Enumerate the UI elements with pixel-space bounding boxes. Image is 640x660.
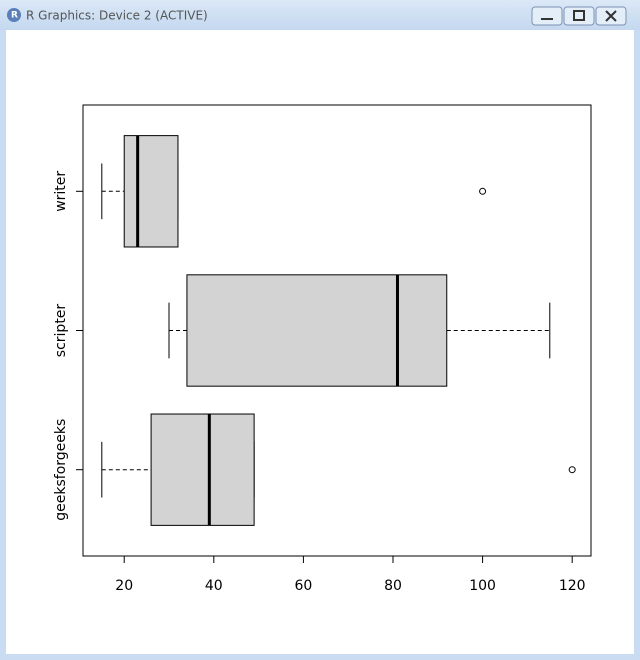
- x-tick-label: 120: [559, 578, 586, 594]
- x-tick-label: 100: [469, 578, 496, 594]
- x-tick-label: 40: [205, 578, 223, 594]
- x-tick-label: 80: [384, 578, 402, 594]
- outlier: [479, 187, 487, 195]
- close-icon: [605, 10, 617, 22]
- maximize-icon: [573, 10, 585, 21]
- y-tick-label: writer: [53, 171, 69, 212]
- minimize-button[interactable]: [531, 6, 563, 26]
- app-icon-letter: R: [11, 11, 18, 21]
- x-tick-label: 60: [294, 578, 312, 594]
- y-tick-label: scripter: [53, 304, 69, 358]
- box: [150, 413, 255, 526]
- maximize-button[interactable]: [563, 6, 595, 26]
- window-title: R Graphics: Device 2 (ACTIVE): [26, 9, 208, 23]
- box: [123, 135, 179, 248]
- x-tick-label: 20: [115, 578, 133, 594]
- box: [186, 274, 448, 387]
- app-icon: [7, 8, 21, 22]
- outlier: [568, 466, 576, 474]
- y-tick-label: geeksforgeeks: [53, 419, 69, 521]
